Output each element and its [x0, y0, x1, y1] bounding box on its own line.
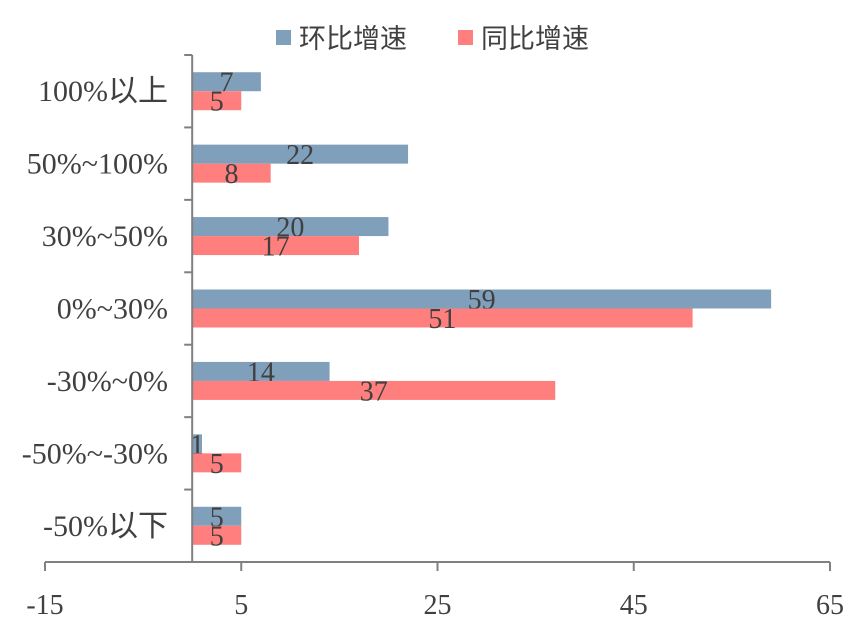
- bar-yoy-4: [192, 380, 556, 400]
- data-label-mom-5: 1: [190, 430, 204, 461]
- category-label: 30%~50%: [42, 220, 168, 253]
- category-label: 50%~100%: [27, 148, 168, 181]
- data-label-yoy-5: 5: [210, 449, 224, 480]
- bar-mom-6: [192, 506, 242, 526]
- data-label-mom-0: 7: [220, 68, 234, 99]
- bar-yoy-3: [192, 308, 693, 328]
- data-label-yoy-3: 51: [428, 304, 456, 335]
- bar-mom-1: [192, 144, 409, 164]
- bar-mom-0: [192, 72, 261, 92]
- value-tick-label: 25: [424, 590, 452, 621]
- bar-yoy-2: [192, 236, 359, 256]
- category-label: -30%~0%: [47, 365, 168, 398]
- bar-mom-4: [192, 361, 330, 381]
- data-label-yoy-6: 5: [210, 521, 224, 552]
- data-label-yoy-1: 8: [224, 159, 238, 190]
- legend-swatch-0: [276, 30, 291, 45]
- category-label: -50%~-30%: [22, 437, 168, 470]
- data-label-mom-1: 22: [286, 140, 314, 171]
- value-tick-label: 45: [620, 590, 648, 621]
- value-tick-label: -15: [26, 590, 63, 621]
- bar-mom-3: [192, 289, 772, 309]
- value-tick-label: 65: [816, 590, 844, 621]
- bar-yoy-6: [192, 525, 242, 545]
- data-label-yoy-4: 37: [360, 376, 388, 407]
- category-label: 0%~30%: [57, 293, 168, 326]
- value-tick-label: 5: [234, 590, 248, 621]
- category-label: -50%以下: [43, 510, 168, 543]
- axes: 100%以上 50%~100% 30%~50% 0%~30% -30%~0% -50%~-…: [22, 54, 844, 621]
- legend-label-1: 同比增速: [481, 24, 589, 55]
- legend-swatch-1: [458, 30, 473, 45]
- data-label-yoy-0: 5: [210, 87, 224, 118]
- category-label: 100%以上: [38, 75, 168, 108]
- legend: 环比增速 同比增速: [276, 24, 589, 55]
- data-label-yoy-2: 17: [262, 232, 290, 263]
- legend-label-0: 环比增速: [299, 24, 407, 55]
- bar-yoy-5: [192, 453, 242, 473]
- bar-mom-5: [192, 434, 202, 454]
- bar-mom-2: [192, 217, 389, 237]
- data-label-mom-6: 5: [210, 502, 224, 533]
- bar-yoy-0: [192, 91, 242, 111]
- bar-yoy-1: [192, 163, 271, 183]
